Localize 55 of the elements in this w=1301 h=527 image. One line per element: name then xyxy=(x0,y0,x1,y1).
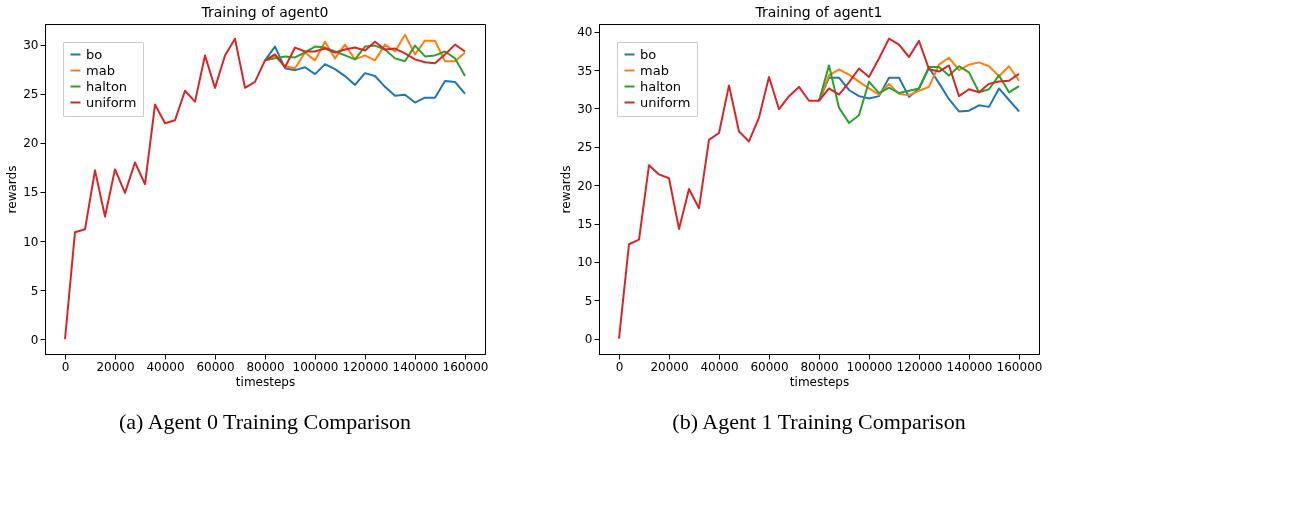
legend-label: mab xyxy=(86,62,115,78)
x-tick-label: 140000 xyxy=(392,359,439,374)
y-tick-label: 15 xyxy=(23,185,39,200)
line-series xyxy=(264,44,466,78)
y-tick-label: 10 xyxy=(23,234,39,249)
y-tick-label: 25 xyxy=(577,140,593,155)
x-tick-label: 60000 xyxy=(750,359,789,374)
legend-label: bo xyxy=(640,46,657,62)
x-tick-label: 160000 xyxy=(996,359,1043,374)
y-tick-label: 25 xyxy=(23,87,39,102)
y-tick-label: 0 xyxy=(30,332,39,347)
y-tick-label: 30 xyxy=(23,38,39,53)
text: (b) Agent 1 Training Comparison xyxy=(672,409,966,434)
x-tick-label: 100000 xyxy=(846,359,893,374)
legend-label: uniform xyxy=(86,94,137,110)
line-series xyxy=(264,45,466,104)
x-tick-label: 40000 xyxy=(700,359,739,374)
y-tick-label: 15 xyxy=(577,217,593,232)
line-series xyxy=(818,64,1020,124)
y-axis-title: rewards xyxy=(559,165,574,214)
x-tick-label: 160000 xyxy=(442,359,489,374)
y-tick-label: 10 xyxy=(577,255,593,270)
y-axis-title: rewards xyxy=(5,165,20,214)
x-axis-title: timesteps xyxy=(235,374,296,389)
legend-label: bo xyxy=(86,46,103,62)
line-series xyxy=(618,37,1020,340)
y-tick-label: 30 xyxy=(577,101,593,116)
text: (a) Agent 0 Training Comparison xyxy=(118,409,412,434)
y-tick-label: 20 xyxy=(23,136,39,151)
y-tick-label: 5 xyxy=(30,283,39,298)
legend-label: uniform xyxy=(640,94,691,110)
y-tick-label: 0 xyxy=(584,332,593,347)
x-tick-label: 0 xyxy=(61,359,70,374)
legend-label: halton xyxy=(86,78,128,94)
chart-title: Training of agent1 xyxy=(754,4,883,20)
x-tick-label: 80000 xyxy=(246,359,285,374)
y-tick-label: 20 xyxy=(577,178,593,193)
x-tick-label: 20000 xyxy=(96,359,135,374)
x-axis-title: timesteps xyxy=(789,374,850,389)
chart-title: Training of agent0 xyxy=(200,4,329,20)
x-tick-label: 120000 xyxy=(342,359,389,374)
x-tick-label: 20000 xyxy=(650,359,689,374)
legend-label: halton xyxy=(640,78,682,94)
x-tick-label: 140000 xyxy=(946,359,993,374)
y-tick-label: 40 xyxy=(577,25,593,40)
y-tick-label: 5 xyxy=(584,293,593,308)
y-tick-label: 35 xyxy=(577,63,593,78)
legend-label: mab xyxy=(640,62,669,78)
x-tick-label: 100000 xyxy=(292,359,339,374)
line-series xyxy=(64,37,466,341)
x-tick-label: 60000 xyxy=(196,359,235,374)
x-tick-label: 120000 xyxy=(896,359,943,374)
x-tick-label: 0 xyxy=(615,359,624,374)
x-tick-label: 40000 xyxy=(146,359,185,374)
x-tick-label: 80000 xyxy=(800,359,839,374)
